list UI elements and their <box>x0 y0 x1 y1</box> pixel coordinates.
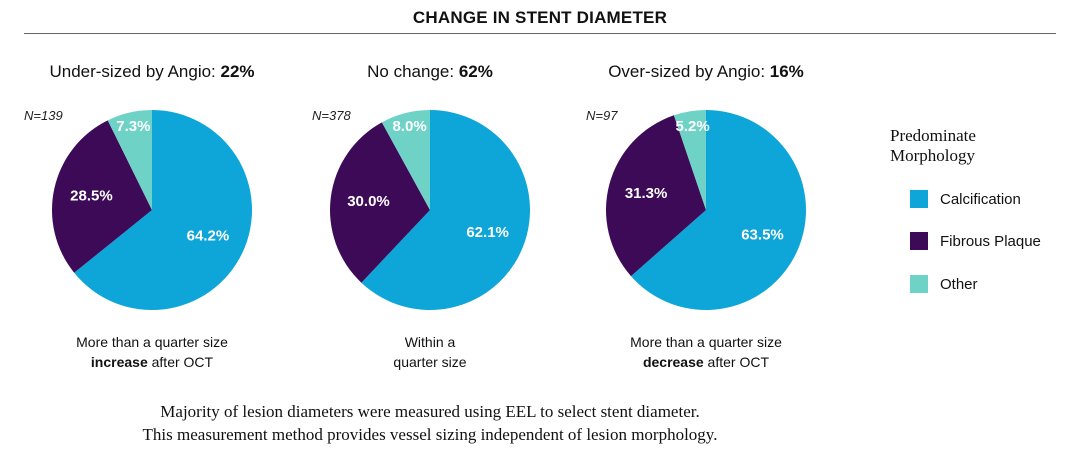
pie-1-slice-calcification <box>74 110 252 311</box>
pie-3-slice-calcification <box>630 110 806 310</box>
pie-1-slice-other <box>107 110 152 210</box>
pie-2-header: No change: 62% <box>367 62 493 82</box>
pie-2-label-calcification: 62.1% <box>466 224 509 241</box>
pie-1-label-calcification: 64.2% <box>187 228 230 245</box>
pie-3-slice-other <box>673 110 706 210</box>
title-divider <box>24 33 1056 34</box>
pie-3-header: Over-sized by Angio: 16% <box>608 62 804 82</box>
pie-1-caption: More than a quarter size increase after … <box>32 332 272 372</box>
pie-3-label-fibrous-plaque: 31.3% <box>625 185 668 202</box>
pie-2-chart: 62.1% 30.0% 8.0% <box>330 110 530 310</box>
legend-title: Predominate Morphology <box>890 126 976 166</box>
pie-3-header-prefix: Over-sized by Angio: <box>608 62 770 81</box>
pie-3-caption-bold: decrease <box>642 354 704 370</box>
chart-main-title: CHANGE IN STENT DIAMETER <box>412 8 668 27</box>
pie-2-caption: Within a quarter size <box>310 332 550 372</box>
pie-2-header-value: 62% <box>458 62 493 81</box>
pie-2-label-other: 8.0% <box>393 118 427 135</box>
legend-swatch-other <box>910 275 928 293</box>
legend-label-other: Other <box>940 275 978 293</box>
pie-1-caption-rest: after OCT <box>147 354 214 370</box>
pie-2-slice-fibrous-plaque <box>330 122 430 283</box>
pie-1-header: Under-sized by Angio: 22% <box>49 62 254 82</box>
pie-2-caption-rest: quarter size <box>393 354 467 370</box>
pie-3-label-calcification: 63.5% <box>741 226 784 243</box>
pie-1-caption-bold: increase <box>90 354 148 370</box>
pie-1-slice-fibrous-plaque <box>52 120 152 273</box>
pie-1-caption-line1: More than a quarter size <box>76 334 228 350</box>
pie-2-n-label: N=378 <box>312 108 351 123</box>
pie-2-slice-calcification <box>361 110 530 310</box>
legend-label-calcification: Calcification <box>940 190 1021 208</box>
footer-note: Majority of lesion diameters were measur… <box>0 400 860 446</box>
pie-1-header-value: 22% <box>220 62 255 81</box>
pie-1-header-prefix: Under-sized by Angio: <box>49 62 221 81</box>
pie-3-caption: More than a quarter size decrease after … <box>586 332 826 372</box>
pie-2-slice-other <box>381 110 430 210</box>
legend-label-fibrous-plaque: Fibrous Plaque <box>940 232 1041 250</box>
pie-1-n-label: N=139 <box>24 108 63 123</box>
pie-2-label-fibrous-plaque: 30.0% <box>347 193 390 210</box>
pie-2-header-prefix: No change: <box>367 62 459 81</box>
pie-2-caption-line1: Within a <box>404 334 456 350</box>
pie-3-caption-rest: after OCT <box>703 354 770 370</box>
pie-1-chart: 64.2% 28.5% 7.3% <box>52 110 252 311</box>
pie-3-label-other: 5.2% <box>676 118 710 135</box>
legend-item-fibrous-plaque: Fibrous Plaque <box>910 232 1041 250</box>
pie-1-label-other: 7.3% <box>116 118 150 135</box>
pie-1-label-fibrous-plaque: 28.5% <box>70 188 113 205</box>
footer-line2: This measurement method provides vessel … <box>142 425 718 444</box>
pie-3-slice-fibrous-plaque <box>606 115 706 277</box>
legend-swatch-calcification <box>910 190 928 208</box>
legend-swatch-fibrous-plaque <box>910 232 928 250</box>
pie-3-caption-line1: More than a quarter size <box>630 334 782 350</box>
legend-item-calcification: Calcification <box>910 190 1021 208</box>
pie-3-chart: 63.5% 31.3% 5.2% <box>606 110 806 310</box>
footer-line1: Majority of lesion diameters were measur… <box>160 402 700 421</box>
pie-3-header-value: 16% <box>769 62 804 81</box>
legend: Predominate Morphology Calcification Fib… <box>890 126 1041 293</box>
legend-title-line1: Predominate <box>890 126 976 145</box>
legend-item-other: Other <box>910 275 978 293</box>
pie-3-n-label: N=97 <box>586 108 618 123</box>
legend-title-line2: Morphology <box>890 146 975 165</box>
